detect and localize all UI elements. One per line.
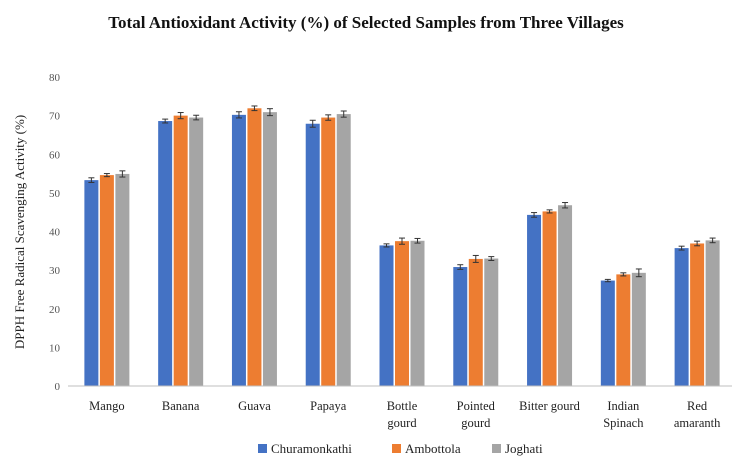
legend-label-joghati: Joghati bbox=[505, 441, 543, 456]
y-tick-label: 10 bbox=[49, 342, 61, 354]
bar-churamonkathi-guava bbox=[231, 114, 246, 386]
bar-ambottola-pointed-gourd bbox=[468, 258, 483, 386]
y-tick-label: 40 bbox=[49, 227, 61, 239]
bar-joghati-bottle-gourd bbox=[410, 240, 425, 386]
y-tick-label: 60 bbox=[49, 149, 61, 161]
legend-swatch-churamonkathi bbox=[258, 444, 267, 453]
bar-joghati-bitter-gourd bbox=[558, 205, 573, 386]
bar-joghati-mango bbox=[115, 173, 130, 386]
y-tick-label: 20 bbox=[49, 304, 61, 316]
bar-ambottola-mango bbox=[99, 175, 114, 386]
legend: Churamonkathi Ambottola Joghati bbox=[258, 441, 543, 456]
x-category-label-pointed-gourd: Pointed bbox=[457, 399, 496, 413]
legend-swatch-joghati bbox=[492, 444, 501, 453]
bar-ambottola-indian-spinach bbox=[616, 274, 631, 386]
bar-churamonkathi-pointed-gourd bbox=[453, 267, 468, 386]
x-category-label-indian-spinach: Indian bbox=[607, 399, 640, 413]
bar-ambottola-banana bbox=[173, 115, 188, 386]
y-tick-label: 80 bbox=[49, 72, 61, 84]
chart-title: Total Antioxidant Activity (%) of Select… bbox=[108, 13, 624, 32]
bar-joghati-indian-spinach bbox=[631, 272, 646, 386]
y-tick-label: 30 bbox=[49, 265, 61, 277]
bar-churamonkathi-bitter-gourd bbox=[527, 214, 542, 386]
bar-joghati-banana bbox=[189, 117, 204, 387]
x-category-label-banana: Banana bbox=[162, 399, 200, 413]
legend-label-ambottola: Ambottola bbox=[405, 441, 461, 456]
legend-swatch-ambottola bbox=[392, 444, 401, 453]
bar-joghati-papaya bbox=[336, 114, 351, 386]
bar-joghati-red-amaranth bbox=[705, 240, 720, 386]
y-tick-label: 70 bbox=[49, 111, 61, 123]
bar-churamonkathi-mango bbox=[84, 180, 99, 386]
x-category-label-bitter-gourd: Bitter gourd bbox=[519, 399, 581, 413]
y-axis-label: DPPH Free Radical Scavenging Activity (%… bbox=[12, 115, 27, 349]
bar-churamonkathi-bottle-gourd bbox=[379, 245, 394, 386]
bar-ambottola-red-amaranth bbox=[690, 243, 705, 386]
x-category-label-papaya: Papaya bbox=[310, 399, 347, 413]
x-category-label-red-amaranth: amaranth bbox=[674, 416, 721, 430]
x-category-label-bottle-gourd: Bottle bbox=[387, 399, 418, 413]
bar-churamonkathi-red-amaranth bbox=[674, 248, 689, 386]
bar-ambottola-bottle-gourd bbox=[395, 241, 409, 386]
error-bars bbox=[88, 105, 716, 283]
bar-ambottola-bitter-gourd bbox=[542, 211, 557, 386]
bar-joghati-pointed-gourd bbox=[484, 258, 499, 386]
x-axis-categories: Mango Banana Guava Papaya Bottle gourd Pointed… bbox=[89, 399, 721, 430]
x-category-label-indian-spinach: Spinach bbox=[603, 416, 644, 430]
y-axis-ticks: 0 10 20 30 40 50 60 70 80 bbox=[49, 72, 61, 393]
bars bbox=[84, 108, 720, 387]
bar-ambottola-papaya bbox=[321, 117, 336, 387]
x-category-label-pointed-gourd: gourd bbox=[461, 416, 491, 430]
x-category-label-mango: Mango bbox=[89, 399, 124, 413]
bar-churamonkathi-papaya bbox=[305, 123, 320, 386]
bar-churamonkathi-indian-spinach bbox=[600, 280, 615, 386]
legend-label-churamonkathi: Churamonkathi bbox=[271, 441, 352, 456]
x-category-label-guava: Guava bbox=[238, 399, 271, 413]
bar-ambottola-guava bbox=[247, 108, 262, 386]
x-category-label-bottle-gourd: gourd bbox=[387, 416, 417, 430]
bar-joghati-guava bbox=[262, 112, 277, 387]
x-category-label-red-amaranth: Red bbox=[687, 399, 708, 413]
y-tick-label: 50 bbox=[49, 188, 61, 200]
y-tick-label: 0 bbox=[55, 381, 61, 393]
bar-churamonkathi-banana bbox=[158, 121, 173, 386]
